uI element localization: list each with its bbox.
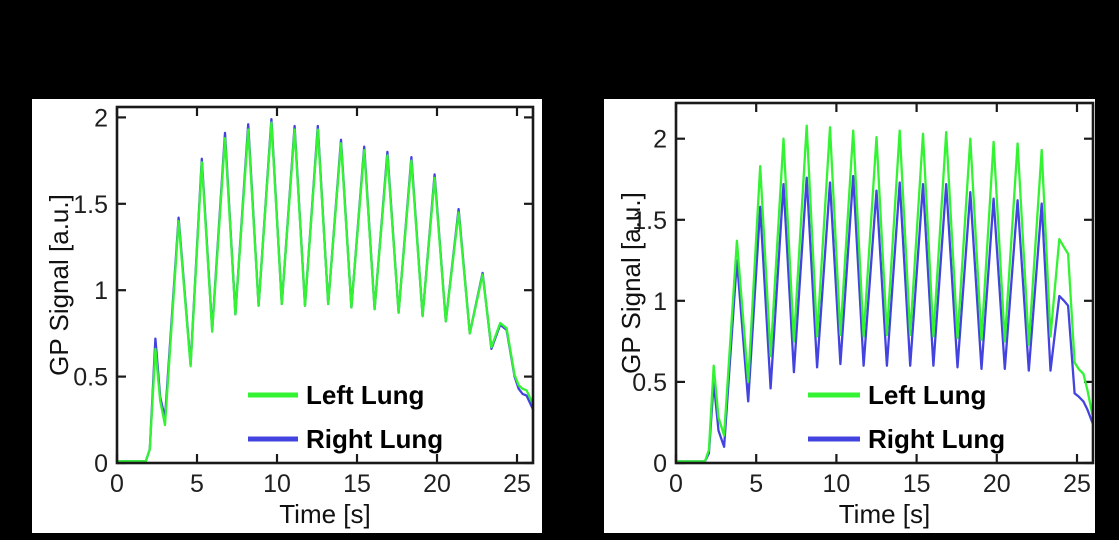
x-tick-label: 10: [822, 470, 850, 498]
plot-area: [117, 107, 533, 463]
x-tick-label: 10: [263, 470, 291, 498]
x-tick-label: 5: [190, 470, 204, 498]
y-tick-label: 2: [94, 104, 108, 132]
y-tick-label: 0.5: [73, 364, 108, 392]
y-tick-label: 2: [653, 126, 667, 154]
axes-box: [115, 105, 535, 465]
x-tick-label: 5: [749, 470, 763, 498]
chart-panel-left-lung-comparison-1: 0 5 10 15 20 25 0 0.5 1 1.5 2 Left Lung Right Lung Ti…: [32, 99, 542, 533]
line-chart-left: 0 5 10 15 20 25 0 0.5 1 1.5 2 Left Lung Right Lung Ti…: [44, 104, 535, 529]
axes-box: [674, 101, 1095, 465]
y-tick-label: 1.5: [73, 191, 108, 219]
x-tick-label: 20: [983, 470, 1011, 498]
x-tick-label: 15: [903, 470, 931, 498]
x-tick-label: 25: [503, 470, 531, 498]
x-tick-label: 15: [343, 470, 371, 498]
y-tick-label: 0: [653, 450, 667, 478]
x-tick-label: 20: [423, 470, 451, 498]
y-tick-label: 1: [94, 277, 108, 305]
y-axis-label: GP Signal [a.u.]: [44, 194, 74, 376]
y-tick-label: 0: [94, 450, 108, 478]
right-lung-series-line: [674, 174, 1095, 463]
legend-label-left-lung: Left Lung: [306, 380, 424, 410]
y-axis-label: GP Signal [a.u.]: [616, 192, 646, 374]
y-tick-label: 0.5: [632, 369, 667, 397]
left-lung-series-line: [674, 124, 1095, 463]
x-axis-label: Time [s]: [279, 499, 370, 529]
left-lung-series-line: [115, 121, 535, 463]
line-chart-right: 0 5 10 15 20 25 0 0.5 1 1.5 2 Left Lung Right Lung Ti…: [616, 101, 1095, 529]
x-tick-label: 0: [110, 470, 124, 498]
y-tick-label: 1.5: [632, 207, 667, 235]
legend-label-right-lung: Right Lung: [306, 424, 443, 454]
y-tick-label: 1: [653, 288, 667, 316]
x-tick-label: 25: [1063, 470, 1091, 498]
x-tick-label: 0: [669, 470, 683, 498]
chart-panel-lung-comparison-2: 0 5 10 15 20 25 0 0.5 1 1.5 2 Left Lung Right Lung Ti…: [604, 99, 1095, 533]
x-axis-label: Time [s]: [839, 499, 930, 529]
legend-label-left-lung: Left Lung: [868, 380, 986, 410]
legend-label-right-lung: Right Lung: [868, 424, 1005, 454]
